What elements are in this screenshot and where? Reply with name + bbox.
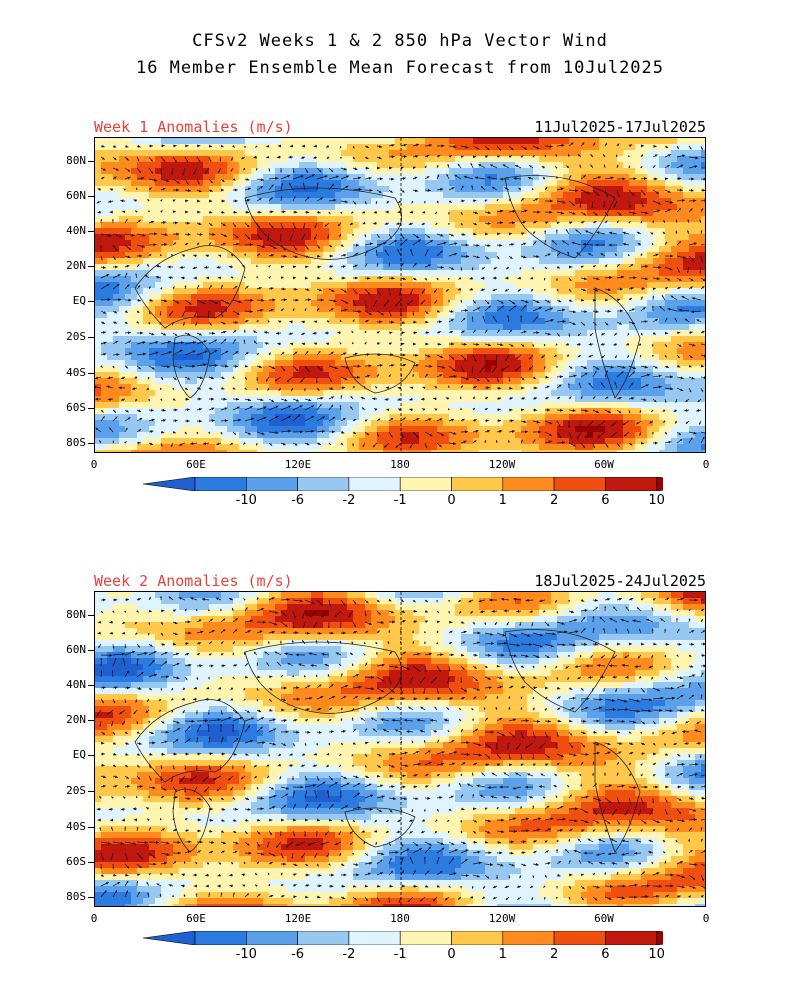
lat-label: 20N	[66, 259, 86, 272]
colorbar-label: -1	[393, 493, 407, 508]
lat-tick	[88, 755, 94, 756]
lat-label: 60N	[66, 643, 86, 656]
panel2-label: Week 2 Anomalies (m/s)	[94, 572, 293, 590]
lon-label: 120W	[488, 912, 516, 925]
lon-label: 180	[390, 458, 410, 471]
lat-label: 20S	[66, 784, 86, 797]
lat-label: 80S	[66, 890, 86, 903]
lat-tick	[88, 827, 94, 828]
lat-tick	[88, 373, 94, 374]
lat-label: 60S	[66, 855, 86, 868]
lon-label: 120E	[284, 458, 312, 471]
lat-tick	[88, 720, 94, 721]
colorbar-label: -1	[393, 947, 407, 962]
lat-label: 40S	[66, 820, 86, 833]
lat-label: 60S	[66, 401, 86, 414]
lat-label: 40N	[66, 678, 86, 691]
panel1-map	[94, 137, 706, 453]
panel2-map	[94, 591, 706, 907]
lat-tick	[88, 266, 94, 267]
lat-tick	[88, 862, 94, 863]
lon-label: 0	[702, 912, 710, 925]
colorbar-label: 10	[648, 493, 665, 508]
figure-title-line1: CFSv2 Weeks 1 & 2 850 hPa Vector Wind	[192, 31, 608, 51]
panel2-anomaly-field	[95, 592, 705, 906]
lon-label: 60E	[186, 912, 206, 925]
panel1-dates: 11Jul2025-17Jul2025	[534, 118, 706, 136]
colorbar-label: -6	[291, 947, 305, 962]
lat-tick	[88, 301, 94, 302]
lon-label: 60W	[594, 458, 614, 471]
colorbar-label: 6	[601, 493, 610, 508]
lat-label: 40S	[66, 366, 86, 379]
lat-tick	[88, 161, 94, 162]
lat-label: 60N	[66, 189, 86, 202]
lat-label: EQ	[72, 294, 86, 307]
lat-tick	[88, 196, 94, 197]
colorbar-graphic	[143, 477, 663, 491]
lat-tick	[88, 685, 94, 686]
lon-label: 60W	[594, 912, 614, 925]
lat-label: 80N	[66, 608, 86, 621]
lat-tick	[88, 650, 94, 651]
colorbar-label: 1	[498, 493, 507, 508]
colorbar-label: 2	[549, 947, 559, 962]
colorbar-label: -6	[291, 493, 305, 508]
lon-label: 120W	[488, 458, 516, 471]
panel1-label: Week 1 Anomalies (m/s)	[94, 118, 293, 136]
panel1-anomaly-field	[95, 138, 705, 452]
lat-tick	[88, 408, 94, 409]
colorbar-label: 10	[648, 947, 665, 962]
lat-label: 20N	[66, 713, 86, 726]
colorbar-label: -10	[235, 947, 257, 962]
lat-label: EQ	[72, 748, 86, 761]
lat-tick	[88, 897, 94, 898]
lon-label: 60E	[186, 458, 206, 471]
colorbar-label: -2	[342, 493, 356, 508]
lat-label: 20S	[66, 330, 86, 343]
lat-label: 80S	[66, 436, 86, 449]
colorbar-label: 0	[447, 947, 456, 962]
lat-tick	[88, 231, 94, 232]
lon-label: 0	[90, 912, 98, 925]
lat-label: 40N	[66, 224, 86, 237]
lon-label: 180	[390, 912, 410, 925]
colorbar-label: -10	[235, 493, 257, 508]
lat-tick	[88, 615, 94, 616]
colorbar-label: -2	[342, 947, 356, 962]
panel2-dates: 18Jul2025-24Jul2025	[534, 572, 706, 590]
lat-tick	[88, 337, 94, 338]
lon-label: 120E	[284, 912, 312, 925]
colorbar-label: 2	[549, 493, 559, 508]
figure-title-line2: 16 Member Ensemble Mean Forecast from 10…	[135, 58, 665, 78]
lon-label: 0	[702, 458, 710, 471]
lat-tick	[88, 443, 94, 444]
lat-tick	[88, 791, 94, 792]
colorbar-label: 0	[447, 493, 456, 508]
colorbar-label: 6	[601, 947, 610, 962]
lat-label: 80N	[66, 154, 86, 167]
colorbar-label: 1	[498, 947, 507, 962]
lon-label: 0	[90, 458, 98, 471]
colorbar-graphic	[143, 931, 663, 945]
